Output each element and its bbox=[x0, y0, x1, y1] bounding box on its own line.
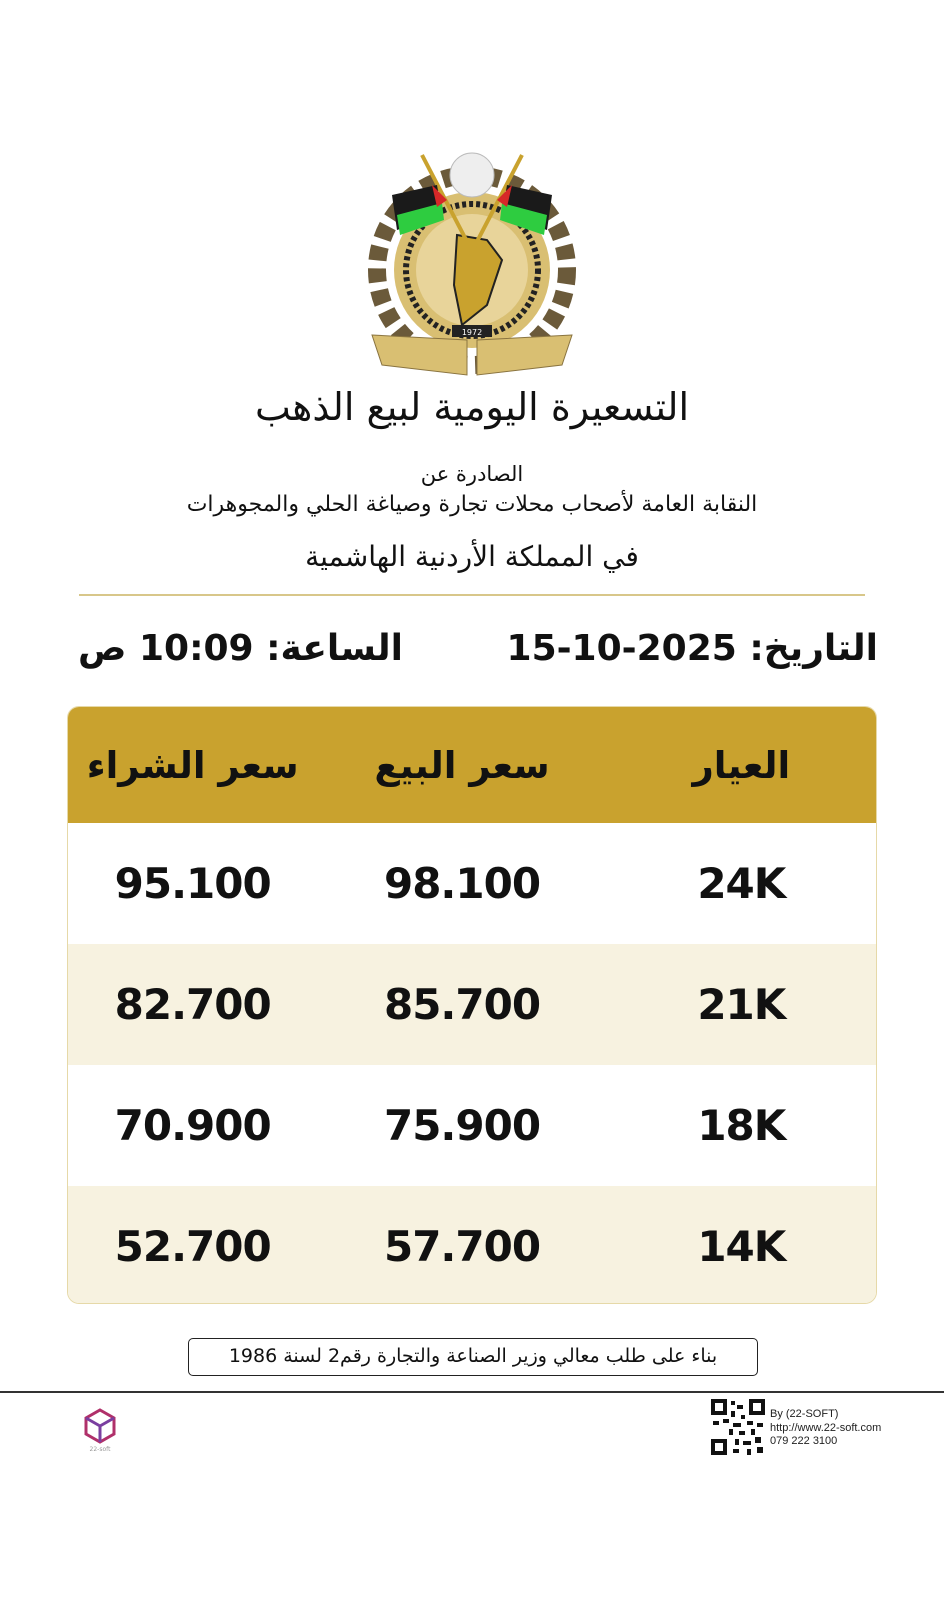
sell-price: 75.900 bbox=[383, 1101, 541, 1150]
page-title: التسعيرة اليومية لبيع الذهب bbox=[254, 385, 689, 429]
sell-price: 85.700 bbox=[383, 980, 541, 1029]
qr-code-icon[interactable] bbox=[711, 1399, 765, 1455]
karat: 14K bbox=[697, 1222, 786, 1271]
karat: 21K bbox=[697, 980, 786, 1029]
logo-year: 1972 bbox=[462, 328, 482, 337]
credits-by: By (22-SOFT) bbox=[770, 1408, 839, 1420]
date-value: 15-10-2025 bbox=[506, 628, 737, 669]
table-row: 21K 85.700 82.700 bbox=[68, 944, 876, 1065]
issued-by: الصادرة عن bbox=[420, 462, 524, 486]
date-field: التاريخ: 15-10-2025 bbox=[507, 628, 878, 669]
buy-price: 82.700 bbox=[114, 980, 272, 1029]
credits: By (22-SOFT) http://www.22-soft.com 079 … bbox=[770, 1408, 881, 1449]
buy-price: 70.900 bbox=[114, 1101, 272, 1150]
sell-price: 98.100 bbox=[383, 859, 541, 908]
time-value: 10:09 ص bbox=[78, 628, 254, 669]
credits-phone: 079 222 3100 bbox=[770, 1435, 838, 1447]
divider bbox=[79, 594, 865, 596]
header-sell-price: سعر البيع bbox=[374, 743, 550, 787]
price-table: العيار سعر البيع سعر الشراء 24K 98.100 95.… bbox=[67, 706, 877, 1304]
date-label: التاريخ: bbox=[749, 628, 878, 669]
header-buy-price: سعر الشراء bbox=[86, 743, 299, 787]
table-row: 18K 75.900 70.900 bbox=[68, 1065, 876, 1186]
22-soft-logo-icon: 22-soft bbox=[84, 1408, 116, 1452]
header-karat: العيار bbox=[692, 743, 791, 787]
time-label: الساعة: bbox=[266, 628, 403, 669]
table-row: 14K 57.700 52.700 bbox=[68, 1186, 876, 1303]
buy-price: 52.700 bbox=[114, 1222, 272, 1271]
time-field: الساعة: 10:09 ص bbox=[78, 628, 403, 669]
buy-price: 95.100 bbox=[114, 859, 272, 908]
syndicate-logo: 1972 bbox=[368, 152, 576, 376]
sell-price: 57.700 bbox=[383, 1222, 541, 1271]
brand-text: 22-soft bbox=[90, 1446, 112, 1452]
karat: 18K bbox=[697, 1101, 786, 1150]
organization-name: النقابة العامة لأصحاب محلات تجارة وصياغة… bbox=[186, 492, 758, 517]
credits-url[interactable]: http://www.22-soft.com bbox=[770, 1421, 882, 1434]
country-name: في المملكة الأردنية الهاشمية bbox=[305, 540, 639, 573]
table-row: 24K 98.100 95.100 bbox=[68, 823, 876, 944]
ministry-note: بناء على طلب معالي وزير الصناعة والتجارة… bbox=[188, 1338, 758, 1376]
karat: 24K bbox=[697, 859, 786, 908]
table-header: العيار سعر البيع سعر الشراء bbox=[68, 707, 876, 823]
footer-divider bbox=[0, 1391, 944, 1393]
